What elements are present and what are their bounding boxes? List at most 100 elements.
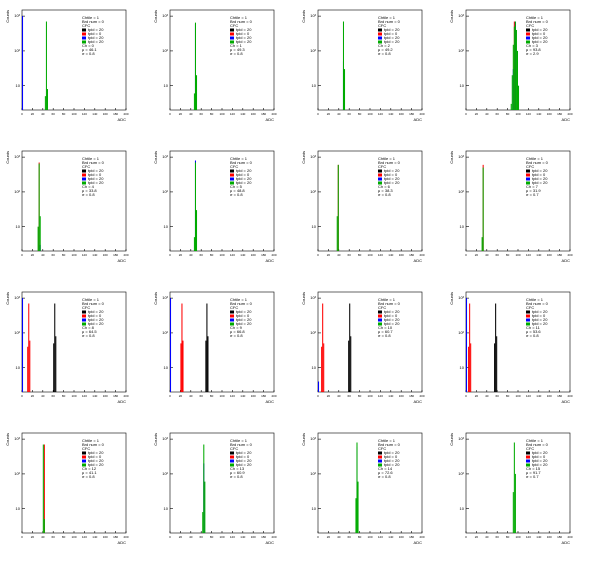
- x-tick-label: 40: [485, 535, 489, 539]
- x-tick-label: 80: [62, 394, 66, 398]
- histogram-bar: [510, 103, 512, 110]
- x-tick-label: 200: [123, 112, 128, 116]
- x-tick-label: 140: [92, 253, 97, 257]
- legend-label: tpid = 20: [88, 317, 104, 322]
- y-axis-title: Counts: [5, 10, 10, 23]
- x-tick-label: 40: [41, 112, 45, 116]
- x-tick-label: 60: [200, 253, 204, 257]
- histogram-bar: [468, 346, 470, 392]
- histogram-bar: [344, 69, 346, 110]
- legend-title: CFC: [526, 305, 534, 310]
- y-tick-label: 10²: [14, 48, 20, 53]
- stats-line: σ = 0.8: [526, 333, 539, 338]
- x-tick-label: 120: [526, 535, 531, 539]
- y-tick-label: 10³: [310, 13, 316, 18]
- y-tick-label: 10³: [14, 295, 20, 300]
- legend-label: tpid = 20: [384, 309, 400, 314]
- legend-swatch: [378, 322, 382, 326]
- legend-swatch: [378, 32, 382, 36]
- x-tick-label: 80: [506, 394, 510, 398]
- legend-swatch: [526, 451, 530, 455]
- legend-title: CFC: [378, 23, 386, 28]
- legend-swatch: [526, 455, 530, 459]
- histogram-bar: [206, 303, 208, 392]
- legend-title: Chtile = 1: [230, 297, 248, 302]
- legend-title: Brd num = 0: [230, 442, 253, 447]
- legend-title: Chtile = 1: [82, 438, 100, 443]
- legend-swatch: [378, 173, 382, 177]
- x-axis-title: ADC: [562, 540, 571, 545]
- x-tick-label: 80: [358, 394, 362, 398]
- legend-title: Brd num = 0: [82, 301, 105, 306]
- x-tick-label: 20: [327, 253, 331, 257]
- stats-line: Ch = 6: [378, 184, 391, 189]
- x-tick-label: 160: [399, 394, 404, 398]
- x-tick-label: 120: [526, 112, 531, 116]
- x-axis-title: ADC: [118, 540, 127, 545]
- legend-swatch: [230, 310, 234, 314]
- legend-swatch: [230, 455, 234, 459]
- y-tick-label: 10²: [310, 189, 316, 194]
- legend-swatch: [82, 459, 86, 463]
- legend-title: Chtile = 1: [526, 297, 544, 302]
- legend-title: Brd num = 0: [526, 301, 549, 306]
- y-axis-title: Counts: [449, 151, 454, 164]
- y-axis-title: Counts: [5, 433, 10, 446]
- legend-box: [376, 438, 418, 482]
- x-axis-title: ADC: [118, 399, 127, 404]
- legend-swatch: [82, 28, 86, 32]
- histogram-bar: [469, 303, 471, 392]
- x-tick-label: 160: [399, 112, 404, 116]
- x-tick-label: 80: [506, 112, 510, 116]
- x-tick-label: 140: [92, 112, 97, 116]
- x-tick-label: 40: [485, 112, 489, 116]
- histogram-bar: [182, 340, 184, 392]
- x-tick-label: 180: [409, 394, 414, 398]
- legend-title: CFC: [230, 23, 238, 28]
- legend-label: tpid = 20: [236, 35, 252, 40]
- x-tick-label: 100: [367, 394, 372, 398]
- legend-swatch: [526, 459, 530, 463]
- x-tick-label: 160: [547, 253, 552, 257]
- legend-box: [228, 438, 270, 482]
- x-tick-label: 140: [92, 535, 97, 539]
- legend-title: CFC: [82, 446, 90, 451]
- x-axis-title: ADC: [562, 117, 571, 122]
- histogram-bar: [515, 29, 517, 110]
- legend-title: CFC: [378, 164, 386, 169]
- stats-line: σ = 0.8: [82, 192, 95, 197]
- histogram-bar: [495, 303, 497, 392]
- legend-title: Brd num = 0: [378, 301, 401, 306]
- legend-swatch: [82, 181, 86, 185]
- legend-label: tpid = 20: [384, 450, 400, 455]
- stats-line: σ = 0.8: [230, 192, 243, 197]
- legend-label: tpid = 20: [88, 321, 104, 326]
- y-tick-label: 10: [460, 506, 465, 511]
- x-tick-label: 0: [317, 394, 319, 398]
- x-tick-label: 160: [547, 394, 552, 398]
- x-axis-title: ADC: [414, 117, 423, 122]
- legend-swatch: [526, 322, 530, 326]
- legend-title: Brd num = 0: [230, 19, 253, 24]
- x-tick-label: 200: [271, 253, 276, 257]
- stats-line: Ch = 9: [230, 325, 243, 330]
- x-tick-label: 20: [179, 394, 183, 398]
- x-tick-label: 200: [419, 394, 424, 398]
- y-tick-label: 10²: [458, 189, 464, 194]
- x-tick-label: 80: [210, 112, 214, 116]
- histogram-bar: [46, 89, 48, 110]
- x-tick-label: 160: [103, 394, 108, 398]
- stats-line: σ = 0.8: [82, 51, 95, 56]
- legend-title: Brd num = 0: [526, 160, 549, 165]
- y-tick-label: 10²: [162, 330, 168, 335]
- legend-label: tpid = 0: [88, 313, 102, 318]
- legend-label: tpid = 20: [236, 321, 252, 326]
- legend-label: tpid = 20: [384, 176, 400, 181]
- legend-label: tpid = 20: [532, 458, 548, 463]
- legend-title: CFC: [82, 164, 90, 169]
- stats-line: Ch = 10: [378, 325, 393, 330]
- legend-label: tpid = 20: [236, 458, 252, 463]
- legend-box: [524, 297, 566, 341]
- x-tick-label: 120: [378, 535, 383, 539]
